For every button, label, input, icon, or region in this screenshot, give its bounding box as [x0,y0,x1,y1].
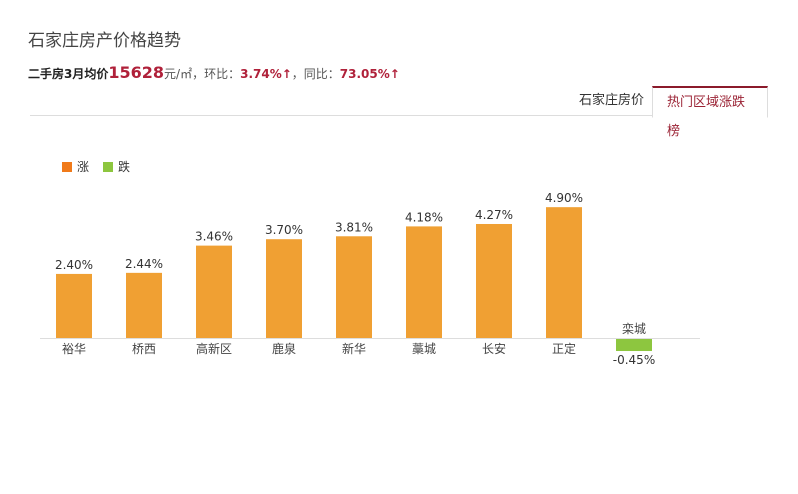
category-label: 藁城 [412,342,436,356]
legend-label: 涨 [77,160,90,174]
category-label: 正定 [552,341,576,356]
legend-swatch-up [62,162,72,172]
category-label: 鹿泉 [272,341,296,356]
data-label: 4.90% [545,191,583,205]
category-label: 新华 [342,341,366,356]
data-label: 3.81% [335,220,373,234]
page-title: 石家庄房产价格趋势 [28,31,181,51]
category-label: 长安 [482,341,506,356]
category-label: 裕华 [62,341,86,356]
data-label: 3.70% [265,223,303,237]
summary-prefix: 二手房3月均价 [28,67,109,81]
bar-藁城[interactable] [406,226,442,338]
data-label: 2.44% [125,257,163,271]
mom-label: ，环比： [192,67,241,81]
legend: 涨 跌 [62,158,130,175]
bar-鹿泉[interactable] [266,239,302,338]
category-label: 栾城 [622,321,646,336]
legend-item-down[interactable]: 跌 [103,158,130,175]
bar-长安[interactable] [476,223,512,338]
yoy-label: ，同比： [291,67,340,81]
data-label: 3.46% [195,230,233,244]
tab-city-price[interactable]: 石家庄房价 [579,93,645,108]
bar-高新区[interactable] [196,245,232,338]
bar-正定[interactable] [546,207,582,338]
data-label: 2.40% [55,258,93,272]
mom-value: 3.74%↑ [240,67,292,81]
bar-栾城[interactable] [616,339,652,352]
bar-新华[interactable] [336,236,372,338]
price-unit: 元/㎡ [164,67,193,81]
tab-divider [30,115,766,116]
data-label: 4.18% [405,210,443,224]
data-label: -0.45% [613,353,655,367]
data-label: 4.27% [475,208,513,222]
yoy-value: 73.05%↑ [339,67,400,81]
legend-swatch-down [103,162,114,172]
bar-裕华[interactable] [56,273,92,338]
avg-price: 15628 [108,63,165,82]
legend-label: 跌 [118,160,131,174]
category-label: 高新区 [196,341,232,356]
bar-桥西[interactable] [126,272,162,338]
price-summary: 二手房3月均价15628元/㎡，环比：3.74%↑，同比：73.05%↑ [28,63,400,82]
category-label: 桥西 [132,342,156,356]
legend-item-up[interactable]: 涨 [62,158,89,175]
tab-hot-districts[interactable]: 热门区域涨跌榜 [652,86,768,139]
